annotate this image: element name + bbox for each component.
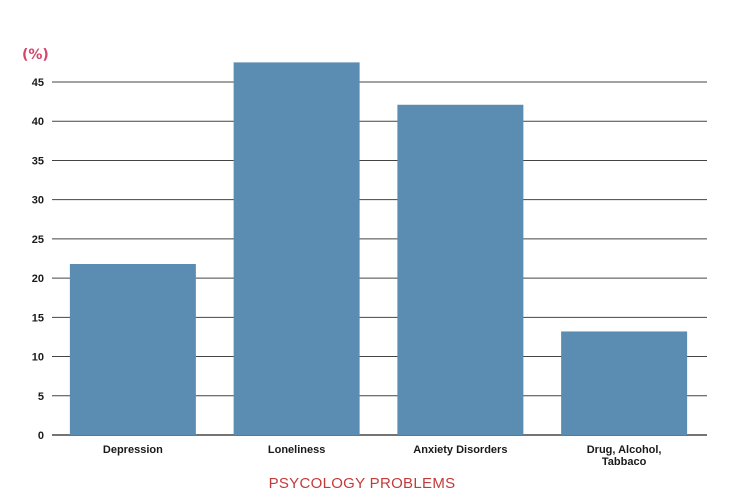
bar-3 <box>561 331 688 435</box>
y-tick-label-0: 0 <box>38 430 44 442</box>
y-tick-label-45: 45 <box>32 77 44 89</box>
x-category-label-1: Loneliness <box>268 444 325 456</box>
x-category-label-line: Anxiety Disorders <box>413 444 507 456</box>
y-tick-labels: 0 5 10 15 20 25 30 35 40 45 <box>32 77 44 442</box>
y-tick-label-35: 35 <box>32 155 44 167</box>
x-category-labels: Depression Loneliness Anxiety Disorders Dru… <box>103 444 662 468</box>
bar-1 <box>233 62 360 436</box>
y-tick-label-5: 5 <box>38 391 44 403</box>
x-category-label-line: Tabbaco <box>602 456 647 468</box>
y-axis-unit-label: (%) <box>22 47 49 63</box>
x-category-label-3: Drug, Alcohol, Tabbaco <box>587 444 662 468</box>
x-category-label-line: Drug, Alcohol, <box>587 444 662 456</box>
y-tick-label-40: 40 <box>32 116 44 128</box>
x-category-label-0: Depression <box>103 444 163 456</box>
x-category-label-line: Loneliness <box>268 444 325 456</box>
y-tick-label-30: 30 <box>32 195 44 207</box>
x-category-label-line: Depression <box>103 444 163 456</box>
y-tick-label-10: 10 <box>32 352 44 364</box>
y-tick-label-15: 15 <box>32 312 44 324</box>
y-tick-label-20: 20 <box>32 273 44 285</box>
bar-0 <box>69 263 196 435</box>
bar-layer <box>69 62 688 436</box>
y-tick-label-25: 25 <box>32 234 44 246</box>
x-category-label-2: Anxiety Disorders <box>413 444 507 456</box>
bar-2 <box>397 104 524 435</box>
x-axis-title: PSYCOLOGY PROBLEMS <box>269 475 456 492</box>
